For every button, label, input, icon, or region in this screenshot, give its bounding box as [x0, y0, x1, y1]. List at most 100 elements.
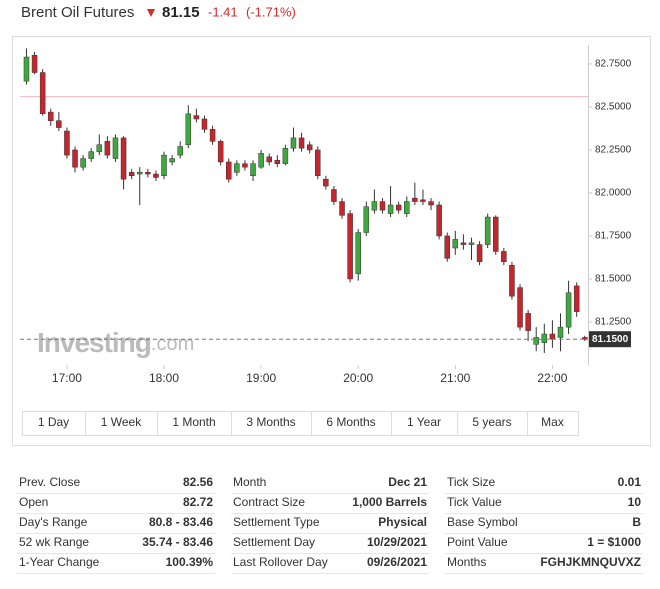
last-price-label: 81.1500 [592, 334, 629, 345]
y-tick-label: 82.2500 [595, 145, 632, 156]
candle-body [412, 197, 418, 202]
candle-body [371, 201, 378, 211]
candle-body [541, 333, 548, 343]
stat-label: Contract Size [233, 495, 305, 509]
candle-body [128, 172, 135, 177]
candle-body [428, 201, 434, 206]
candle-body [193, 115, 200, 120]
change: -1.41 [208, 4, 238, 19]
stat-label: Day's Range [19, 515, 88, 529]
stat-value: 0.01 [618, 475, 642, 489]
stat-value: Physical [378, 515, 427, 529]
x-tick-label: 18:00 [149, 371, 179, 385]
range-button-label[interactable]: Max [541, 415, 564, 429]
range-button-label[interactable]: 1 Month [172, 415, 215, 429]
candle-body [96, 144, 103, 152]
candle-body [177, 146, 183, 156]
candle-body [387, 204, 394, 214]
candle-body [460, 242, 467, 245]
candle-body [452, 239, 459, 249]
stat-value: 1,000 Barrels [352, 495, 427, 509]
range-button-label[interactable]: 5 years [472, 415, 511, 429]
candle-body [88, 151, 94, 159]
chart-frame [12, 36, 651, 446]
candle-body [347, 213, 353, 280]
candle-body [533, 337, 539, 345]
range-button[interactable] [311, 411, 392, 436]
watermark-suffix: .com [151, 333, 194, 355]
candle-body [379, 201, 386, 211]
candle-body [290, 137, 297, 149]
watermark: Investing.com [37, 327, 194, 358]
candle-body [153, 173, 159, 178]
candle-body [493, 216, 499, 252]
stat-value: 10/29/2021 [367, 535, 427, 549]
stat-value: 1 = $1000 [587, 535, 641, 549]
candle-body [549, 333, 556, 340]
watermark-name: Investing [37, 327, 151, 358]
candle-body [201, 118, 208, 130]
candle-body [258, 153, 264, 168]
range-button[interactable] [457, 411, 528, 436]
candle-body [217, 141, 224, 163]
stat-label: Tick Value [447, 495, 502, 509]
x-tick-label: 20:00 [343, 371, 373, 385]
y-tick-label: 82.7500 [595, 59, 632, 70]
range-button-label[interactable]: 6 Months [326, 415, 375, 429]
candle-body [250, 163, 256, 177]
stat-label: Months [447, 555, 486, 569]
range-button-label[interactable]: 1 Day [38, 415, 69, 429]
candle-body [444, 235, 450, 259]
stat-value: FGHJKMNQUVXZ [540, 555, 641, 569]
candle-body [420, 199, 426, 202]
instrument-title: Brent Oil Futures [21, 4, 134, 21]
candle-body [298, 137, 305, 149]
stat-value: B [632, 515, 641, 529]
stat-label: Tick Size [447, 475, 496, 489]
candle-body [136, 172, 143, 175]
candle-body [104, 141, 111, 156]
candle-body [80, 158, 86, 168]
candle-body [395, 204, 402, 211]
candle-body [185, 113, 192, 146]
candle-body [501, 251, 507, 263]
last-price-box [589, 331, 631, 348]
price: 81.15 [162, 4, 200, 21]
candle-body [557, 326, 564, 338]
x-tick-label: 21:00 [440, 371, 470, 385]
candle-body [468, 242, 475, 245]
range-button-label[interactable]: 1 Year [407, 415, 441, 429]
range-button[interactable] [231, 411, 312, 436]
stat-label: Point Value [447, 535, 508, 549]
candle-body [209, 129, 216, 142]
range-button[interactable] [157, 411, 232, 436]
y-tick-label: 81.7500 [595, 231, 632, 242]
candle-body [404, 201, 410, 214]
range-button-label[interactable]: 3 Months [246, 415, 295, 429]
candle-body [306, 144, 313, 151]
stat-value: Dec 21 [388, 475, 427, 489]
candle-body [39, 72, 46, 115]
candle-body [274, 160, 281, 164]
candle-body [315, 149, 321, 177]
candle-body [47, 111, 54, 121]
candle-body [161, 154, 167, 177]
range-button[interactable] [527, 411, 579, 436]
stat-value: 100.39% [166, 555, 214, 569]
candle-body [226, 161, 232, 180]
candle-body [242, 163, 248, 168]
range-button[interactable] [391, 411, 458, 436]
y-tick-label: 81.2500 [595, 317, 632, 328]
candle-body [323, 178, 329, 187]
stat-label: Prev. Close [19, 475, 80, 489]
range-button[interactable] [22, 411, 86, 436]
candle-body [476, 244, 483, 263]
candle-body [64, 130, 70, 156]
candle-body [282, 147, 289, 164]
change-percent: (-1.71%) [246, 4, 296, 19]
range-button-label[interactable]: 1 Week [101, 415, 142, 429]
x-tick-label: 22:00 [537, 371, 567, 385]
stat-value: 35.74 - 83.46 [142, 535, 213, 549]
candle-body [582, 337, 588, 340]
stat-label: Base Symbol [447, 515, 518, 529]
